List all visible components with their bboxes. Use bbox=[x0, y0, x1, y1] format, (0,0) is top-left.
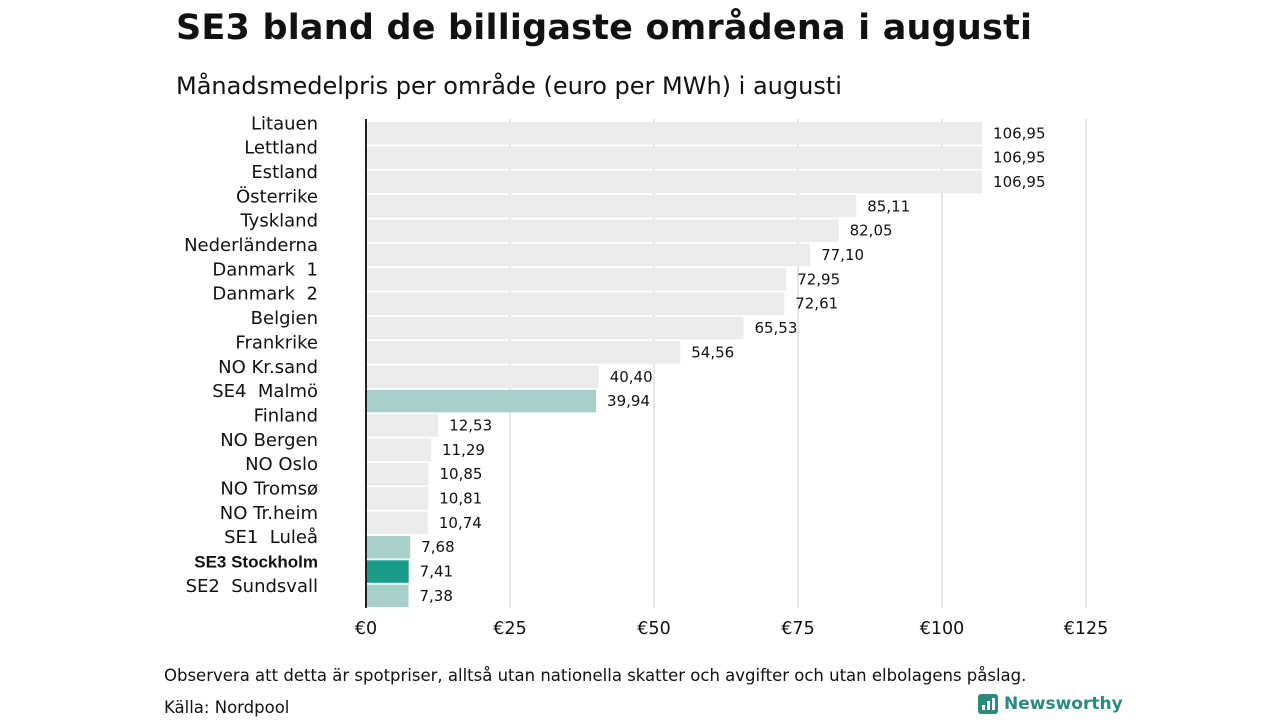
category-label: SE3 Stockholm bbox=[194, 553, 318, 572]
category-label: NO Tr.heim bbox=[220, 503, 318, 524]
bar-chart-icon bbox=[978, 694, 998, 714]
x-tick-label: €25 bbox=[493, 619, 526, 639]
category-label: Belgien bbox=[251, 308, 318, 329]
newsworthy-logo: Newsworthy bbox=[978, 694, 1123, 714]
bar bbox=[366, 170, 983, 194]
category-label: Litauen bbox=[251, 113, 318, 134]
bar bbox=[366, 511, 428, 535]
bar bbox=[366, 414, 439, 437]
category-label: Lettland bbox=[244, 138, 318, 159]
category-label: NO Bergen bbox=[220, 430, 318, 451]
category-label: Danmark 2 bbox=[212, 284, 318, 305]
value-label: 39,94 bbox=[607, 392, 650, 410]
value-label: 10,81 bbox=[439, 490, 482, 508]
x-tick-label: €125 bbox=[1064, 619, 1109, 639]
value-label: 10,85 bbox=[439, 465, 482, 483]
bar bbox=[366, 438, 432, 462]
logo-text: Newsworthy bbox=[1004, 694, 1123, 714]
x-tick-label: €0 bbox=[355, 619, 377, 639]
source-note: Källa: Nordpool bbox=[164, 698, 290, 717]
category-label: Danmark 1 bbox=[212, 259, 318, 280]
value-label: 54,56 bbox=[691, 343, 734, 361]
x-tick-label: €100 bbox=[920, 619, 965, 639]
x-tick-label: €75 bbox=[781, 619, 814, 639]
chart-subtitle: Månadsmedelpris per område (euro per MWh… bbox=[176, 72, 842, 100]
bar bbox=[366, 316, 744, 340]
value-label: 106,95 bbox=[993, 149, 1046, 167]
value-label: 85,11 bbox=[867, 197, 910, 215]
value-label: 10,74 bbox=[439, 514, 482, 532]
bar bbox=[366, 195, 857, 218]
bar bbox=[366, 560, 409, 583]
bar bbox=[366, 146, 983, 169]
value-label: 72,61 bbox=[795, 295, 838, 313]
category-label: NO Tromsø bbox=[220, 479, 318, 500]
bar bbox=[366, 292, 785, 315]
category-label: SE1 Luleå bbox=[224, 527, 318, 548]
bar bbox=[366, 268, 787, 291]
value-label: 72,95 bbox=[797, 270, 840, 288]
bar bbox=[366, 389, 597, 413]
bar bbox=[366, 584, 409, 608]
x-tick-label: €50 bbox=[637, 619, 670, 639]
value-label: 106,95 bbox=[993, 124, 1046, 142]
bar bbox=[366, 462, 429, 486]
value-label: 65,53 bbox=[754, 319, 797, 337]
category-label: SE4 Malmö bbox=[212, 381, 318, 402]
category-label: NO Oslo bbox=[245, 454, 318, 475]
value-label: 11,29 bbox=[442, 441, 485, 459]
bar bbox=[366, 535, 411, 559]
value-label: 82,05 bbox=[850, 222, 893, 240]
category-label: SE2 Sundsvall bbox=[186, 576, 318, 597]
bar bbox=[366, 243, 811, 267]
value-label: 40,40 bbox=[610, 368, 653, 386]
value-label: 77,10 bbox=[821, 246, 864, 264]
category-label: Finland bbox=[254, 405, 318, 426]
category-label: Österrike bbox=[236, 185, 318, 207]
bar bbox=[366, 219, 839, 242]
category-label: Frankrike bbox=[235, 332, 318, 353]
x-tick-labels: €0 €25 €50 €75 €100 €125 bbox=[355, 619, 1108, 639]
value-labels: 106,95 106,95 106,95 85,11 82,05 77,10 72,95 72… bbox=[420, 124, 1046, 605]
bar bbox=[366, 341, 681, 364]
category-label: Tyskland bbox=[239, 211, 318, 232]
bar bbox=[366, 122, 983, 145]
category-label: Nederländerna bbox=[184, 235, 318, 256]
value-label: 106,95 bbox=[993, 173, 1046, 191]
chart-title: SE3 bland de billigaste områdena i augus… bbox=[176, 8, 1033, 48]
value-label: 7,38 bbox=[420, 587, 453, 605]
bar bbox=[366, 487, 429, 510]
bar bbox=[366, 365, 599, 388]
footnote: Observera att detta är spotpriser, allts… bbox=[164, 666, 1027, 685]
value-label: 12,53 bbox=[449, 416, 492, 434]
value-label: 7,41 bbox=[420, 563, 453, 581]
value-label: 7,68 bbox=[421, 538, 454, 556]
bars bbox=[366, 122, 983, 608]
category-label: NO Kr.sand bbox=[218, 357, 318, 378]
category-label: Estland bbox=[251, 162, 318, 183]
